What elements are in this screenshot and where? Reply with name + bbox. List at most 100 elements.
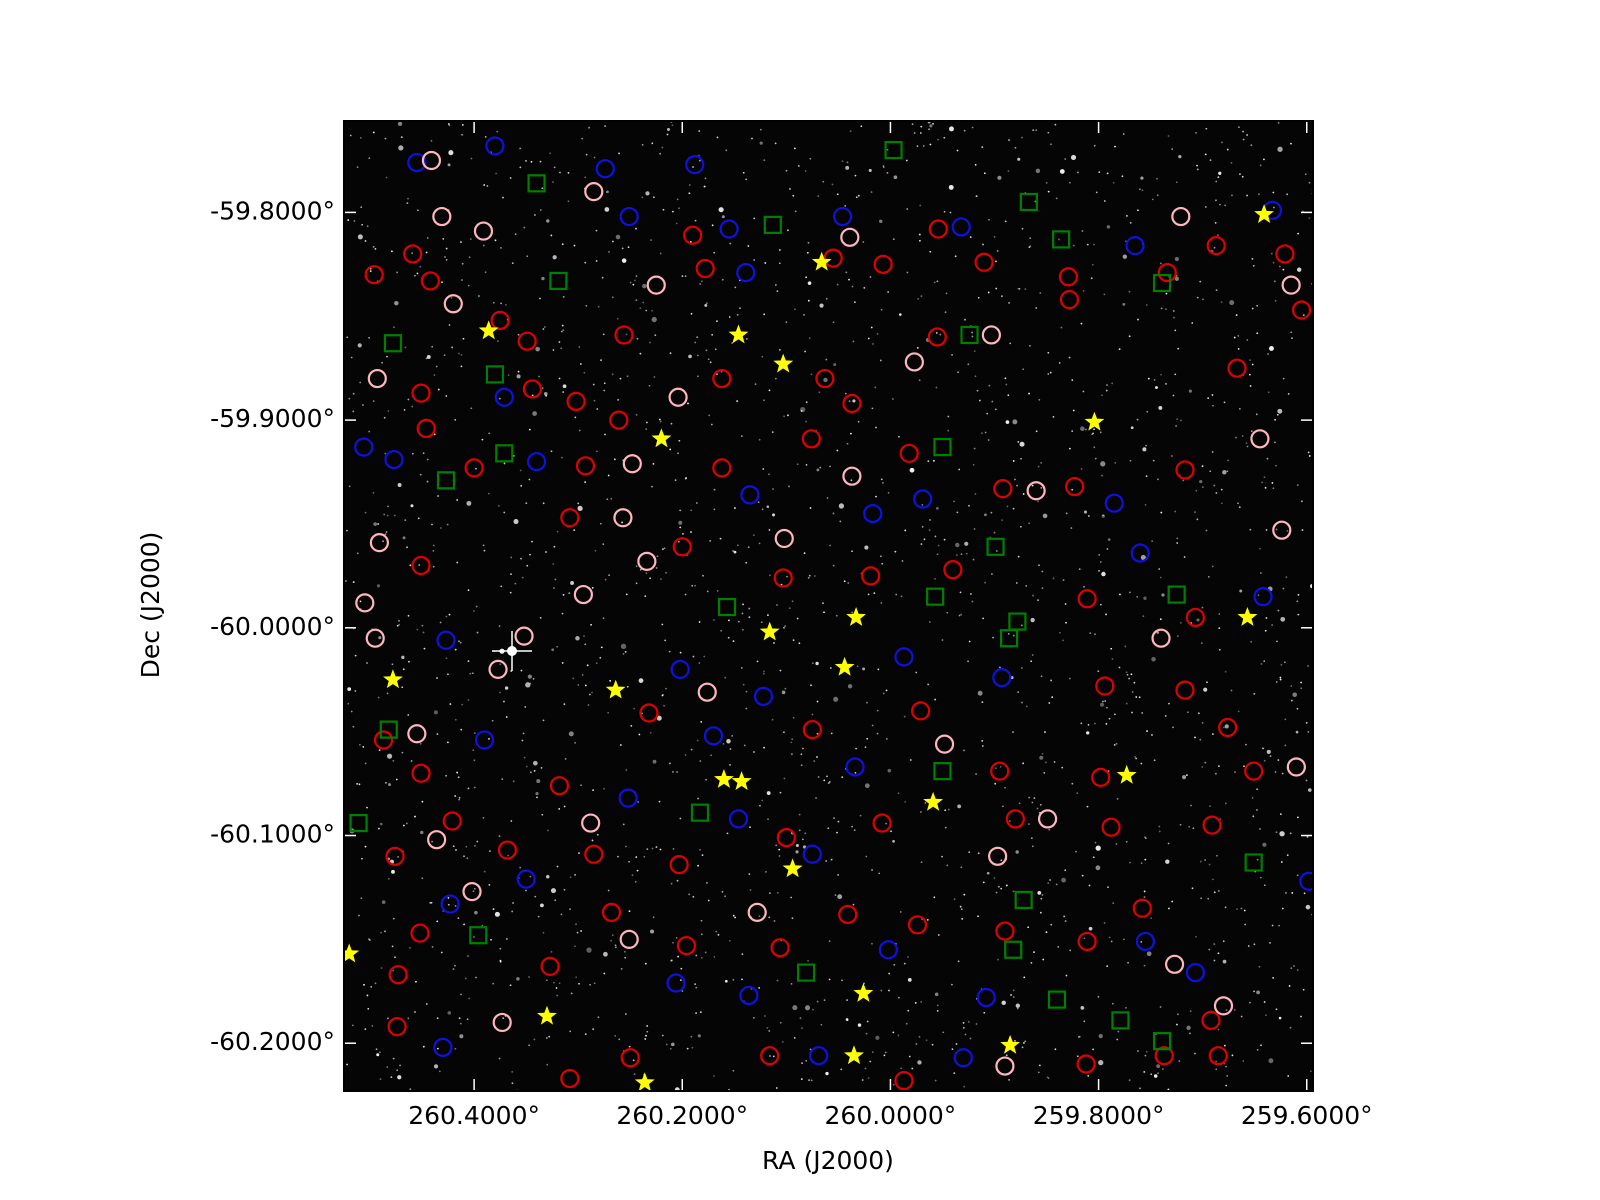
background-star	[816, 468, 820, 472]
circle-marker	[770, 938, 790, 958]
background-star	[1136, 595, 1139, 598]
background-star	[774, 284, 777, 286]
background-star	[792, 194, 795, 197]
background-star	[1231, 1054, 1234, 1057]
background-star	[447, 163, 451, 167]
background-star	[933, 281, 936, 284]
background-star	[713, 956, 716, 958]
background-star	[1016, 1007, 1019, 1010]
circle-marker	[712, 368, 732, 389]
background-star	[700, 933, 703, 936]
background-star	[1239, 173, 1241, 176]
background-star	[604, 578, 607, 581]
background-star	[1225, 1065, 1227, 1068]
background-star	[473, 786, 476, 789]
background-star	[600, 646, 603, 649]
background-star	[745, 337, 748, 340]
background-star	[994, 767, 997, 769]
background-star	[1072, 409, 1075, 412]
background-star	[602, 617, 605, 620]
background-star	[996, 250, 999, 252]
background-star	[1004, 220, 1007, 223]
background-star	[778, 348, 781, 351]
background-star	[1278, 924, 1281, 927]
background-star	[440, 951, 443, 954]
background-star	[1033, 797, 1036, 799]
background-star	[1017, 555, 1020, 558]
background-star	[1209, 805, 1211, 808]
background-star	[918, 379, 921, 382]
background-star	[1141, 712, 1144, 714]
circle-marker	[614, 325, 634, 345]
circle-marker	[540, 956, 560, 976]
background-star	[489, 850, 491, 853]
background-star	[857, 420, 860, 423]
background-star	[1207, 397, 1210, 400]
background-star	[866, 1020, 869, 1023]
background-star	[500, 585, 503, 588]
background-star	[783, 777, 786, 780]
background-star	[809, 507, 812, 509]
background-star	[553, 587, 555, 589]
background-star	[455, 849, 457, 851]
background-star	[483, 184, 486, 186]
background-star	[432, 565, 435, 568]
background-star	[1001, 295, 1003, 298]
background-star	[975, 773, 978, 775]
background-star	[751, 137, 753, 140]
background-star	[556, 865, 559, 868]
background-star	[914, 1002, 917, 1004]
background-star	[1080, 1006, 1085, 1010]
background-star	[845, 1018, 849, 1021]
background-star	[1142, 447, 1147, 452]
background-star	[1054, 1048, 1057, 1051]
background-star	[1057, 945, 1060, 948]
background-star	[988, 384, 991, 387]
background-star	[807, 959, 809, 962]
background-star	[982, 617, 985, 620]
background-star	[855, 747, 857, 750]
background-star	[454, 795, 457, 797]
background-star	[472, 890, 475, 893]
background-star	[589, 983, 591, 986]
background-star	[467, 787, 470, 790]
background-star	[414, 815, 416, 818]
background-star	[1177, 1013, 1179, 1016]
background-star	[830, 858, 833, 861]
background-star	[908, 1055, 911, 1058]
background-star	[717, 933, 720, 936]
y-tick-label: -60.0000°	[210, 612, 335, 641]
background-star	[548, 1035, 551, 1038]
background-star	[1195, 935, 1197, 938]
background-star	[1160, 373, 1162, 376]
background-star	[645, 428, 648, 431]
background-star	[795, 850, 799, 854]
background-star	[1041, 587, 1044, 590]
background-star	[762, 672, 765, 675]
background-star	[624, 1013, 627, 1015]
background-star	[1217, 890, 1220, 892]
background-star	[1165, 292, 1168, 295]
background-star	[456, 499, 459, 501]
background-star	[481, 438, 484, 441]
background-star	[395, 778, 398, 781]
background-star	[852, 340, 855, 343]
background-star	[600, 359, 602, 362]
circle-marker	[494, 387, 514, 407]
star-marker	[713, 768, 734, 788]
background-star	[374, 982, 377, 985]
background-star	[603, 389, 606, 392]
background-star	[447, 1011, 452, 1015]
background-star	[380, 931, 382, 934]
background-star	[621, 258, 627, 263]
circle-marker	[776, 827, 796, 848]
background-star	[907, 1009, 910, 1012]
background-star	[688, 354, 692, 359]
background-star	[993, 235, 996, 238]
background-star	[1023, 1042, 1025, 1044]
background-star	[439, 527, 442, 529]
background-star	[392, 917, 395, 920]
axes: 260.4000° 260.2000° 260.0000° 259.8000° 259.…	[210, 121, 1373, 1130]
background-star	[668, 650, 671, 653]
background-star	[531, 540, 533, 543]
